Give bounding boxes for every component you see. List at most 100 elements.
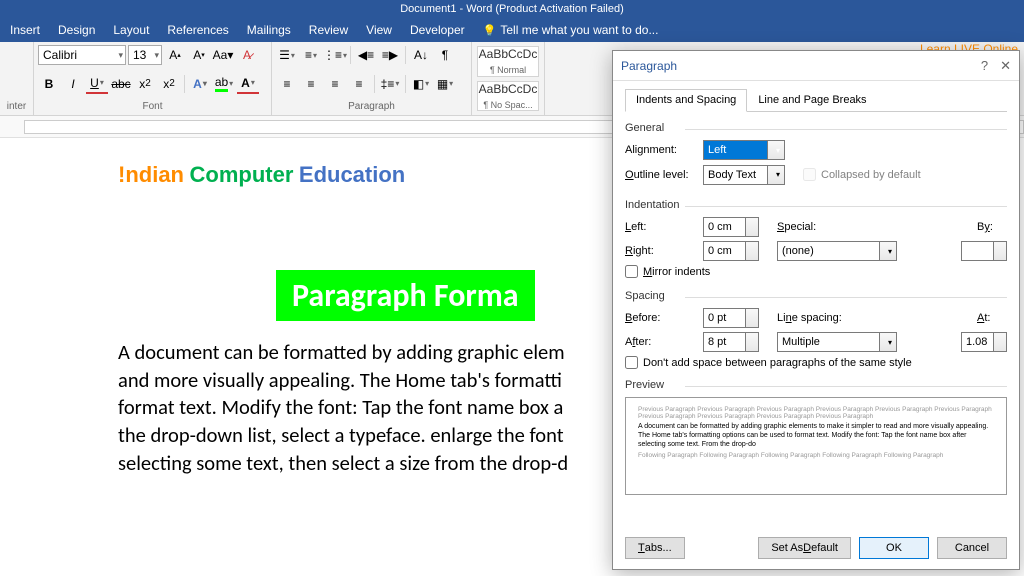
collapsed-check: Collapsed by default — [803, 168, 921, 181]
bulb-icon — [483, 23, 497, 37]
set-default-button[interactable]: Set As Default — [758, 537, 851, 559]
paragraph-group: ☰ ≡ ⋮≡ ◀≡ ≡▶ A↓ ¶ ≡ ≡ ≡ ≡ ‡≡ ◧ ▦ Paragra… — [272, 42, 472, 115]
tab-line-page-breaks[interactable]: Line and Page Breaks — [747, 89, 877, 111]
right-indent-spin[interactable]: 0 cm — [703, 241, 759, 261]
left-indent-spin[interactable]: 0 cm — [703, 217, 759, 237]
paragraph-dialog: Paragraph ? ✕ Indents and Spacing Line a… — [612, 50, 1020, 570]
decrease-indent-button[interactable]: ◀≡ — [355, 45, 377, 65]
painter-label: inter — [2, 101, 31, 113]
linespacing-combo[interactable]: Multiple▾ — [777, 332, 897, 352]
text-effects-button[interactable]: A — [189, 74, 211, 94]
special-combo[interactable]: (none)▾ — [777, 241, 897, 261]
numbering-button[interactable]: ≡ — [300, 45, 322, 65]
outline-combo[interactable]: Body Text▾ — [703, 165, 785, 185]
font-group: Calibri 13 A▴ A▾ Aa▾ A̷ B I U abc x2 x2 … — [34, 42, 272, 115]
bullets-button[interactable]: ☰ — [276, 45, 298, 65]
dialog-title: Paragraph — [621, 59, 677, 73]
tab-developer[interactable]: Developer — [410, 23, 465, 37]
before-spin[interactable]: 0 pt — [703, 308, 759, 328]
style-name: ¶ Normal — [490, 65, 526, 75]
change-case-button[interactable]: Aa▾ — [212, 45, 234, 65]
align-center-button[interactable]: ≡ — [300, 74, 322, 94]
dialog-buttons: Tabs... Set As Default OK Cancel — [625, 537, 1007, 559]
alignment-combo[interactable]: Left▾ — [703, 140, 785, 160]
subscript-button[interactable]: x2 — [134, 74, 156, 94]
mirror-checkbox[interactable] — [625, 265, 638, 278]
increase-indent-button[interactable]: ≡▶ — [379, 45, 401, 65]
brand-word-1: !ndian — [118, 162, 184, 187]
at-label: At: — [977, 312, 1007, 324]
special-label: Special: — [777, 221, 849, 233]
ribbon-tabs: Insert Design Layout References Mailings… — [0, 18, 1024, 42]
align-right-button[interactable]: ≡ — [324, 74, 346, 94]
after-label: After: — [625, 336, 697, 348]
bold-button[interactable]: B — [38, 74, 60, 94]
alignment-value: Left — [708, 144, 726, 156]
ok-button[interactable]: OK — [859, 537, 929, 559]
sort-button[interactable]: A↓ — [410, 45, 432, 65]
linespacing-value: Multiple — [782, 336, 820, 348]
mirror-check[interactable]: Mirror indents — [625, 265, 1007, 278]
tell-me-search[interactable]: Tell me what you want to do... — [483, 23, 659, 37]
brand-word-2: Computer — [190, 162, 294, 187]
right-indent-label: Right: — [625, 245, 697, 257]
dontadd-check[interactable]: Don't add space between paragraphs of th… — [625, 356, 1007, 369]
tab-references[interactable]: References — [167, 23, 228, 37]
at-spin[interactable]: 1.08 — [961, 332, 1007, 352]
styles-group: AaBbCcDc ¶ Normal AaBbCcDc ¶ No Spac... — [472, 42, 545, 115]
show-marks-button[interactable]: ¶ — [434, 45, 456, 65]
linespacing-label: Line spacing: — [777, 312, 857, 324]
by-spin[interactable] — [961, 241, 1007, 261]
tab-indents-spacing[interactable]: Indents and Spacing — [625, 89, 747, 112]
highlight-button[interactable]: ab — [213, 74, 235, 94]
borders-button[interactable]: ▦ — [434, 74, 456, 94]
clear-format-button[interactable]: A̷ — [236, 45, 258, 65]
general-section-label: General — [625, 122, 1007, 134]
font-name-combo[interactable]: Calibri — [38, 45, 126, 65]
tab-review[interactable]: Review — [309, 23, 348, 37]
close-icon[interactable]: ✕ — [1000, 58, 1011, 74]
highlighted-heading: Paragraph Forma — [276, 270, 535, 321]
font-size-combo[interactable]: 13 — [128, 45, 162, 65]
special-value: (none) — [782, 245, 814, 257]
shading-button[interactable]: ◧ — [410, 74, 432, 94]
outline-label: Outline level: — [625, 169, 697, 181]
style-preview: AaBbCcDc — [479, 47, 538, 61]
grow-font-button[interactable]: A▴ — [164, 45, 186, 65]
tab-mailings[interactable]: Mailings — [247, 23, 291, 37]
indent-section-label: Indentation — [625, 199, 1007, 211]
left-indent-label: Left: — [625, 221, 697, 233]
tab-design[interactable]: Design — [58, 23, 95, 37]
align-left-button[interactable]: ≡ — [276, 74, 298, 94]
tabs-button[interactable]: Tabs... — [625, 537, 685, 559]
tab-insert[interactable]: Insert — [10, 23, 40, 37]
font-color-button[interactable]: A — [237, 74, 259, 94]
strike-button[interactable]: abc — [110, 74, 132, 94]
underline-button[interactable]: U — [86, 74, 108, 94]
italic-button[interactable]: I — [62, 74, 84, 94]
style-nospacing[interactable]: AaBbCcDc ¶ No Spac... — [477, 81, 539, 112]
shrink-font-button[interactable]: A▾ — [188, 45, 210, 65]
preview-box: Previous Paragraph Previous Paragraph Pr… — [625, 397, 1007, 495]
collapsed-label: Collapsed by default — [821, 169, 921, 181]
dialog-titlebar: Paragraph ? ✕ — [613, 51, 1019, 81]
help-icon[interactable]: ? — [981, 58, 988, 74]
cancel-button[interactable]: Cancel — [937, 537, 1007, 559]
tab-layout[interactable]: Layout — [113, 23, 149, 37]
line-spacing-button[interactable]: ‡≡ — [379, 74, 401, 94]
tell-me-label: Tell me what you want to do... — [500, 23, 658, 37]
dontadd-checkbox[interactable] — [625, 356, 638, 369]
superscript-button[interactable]: x2 — [158, 74, 180, 94]
tab-view[interactable]: View — [366, 23, 392, 37]
dontadd-label: Don't add space between paragraphs of th… — [643, 357, 912, 369]
multilevel-button[interactable]: ⋮≡ — [324, 45, 346, 65]
after-spin[interactable]: 8 pt — [703, 332, 759, 352]
style-normal[interactable]: AaBbCcDc ¶ Normal — [477, 46, 539, 77]
preview-prev-text: Previous Paragraph Previous Paragraph Pr… — [638, 406, 994, 420]
paragraph-group-label: Paragraph — [276, 101, 467, 113]
mirror-label: Mirror indents — [643, 266, 710, 278]
brand-word-3: Education — [299, 162, 405, 187]
style-preview: AaBbCcDc — [479, 82, 538, 96]
justify-button[interactable]: ≡ — [348, 74, 370, 94]
before-label: Before: — [625, 312, 697, 324]
